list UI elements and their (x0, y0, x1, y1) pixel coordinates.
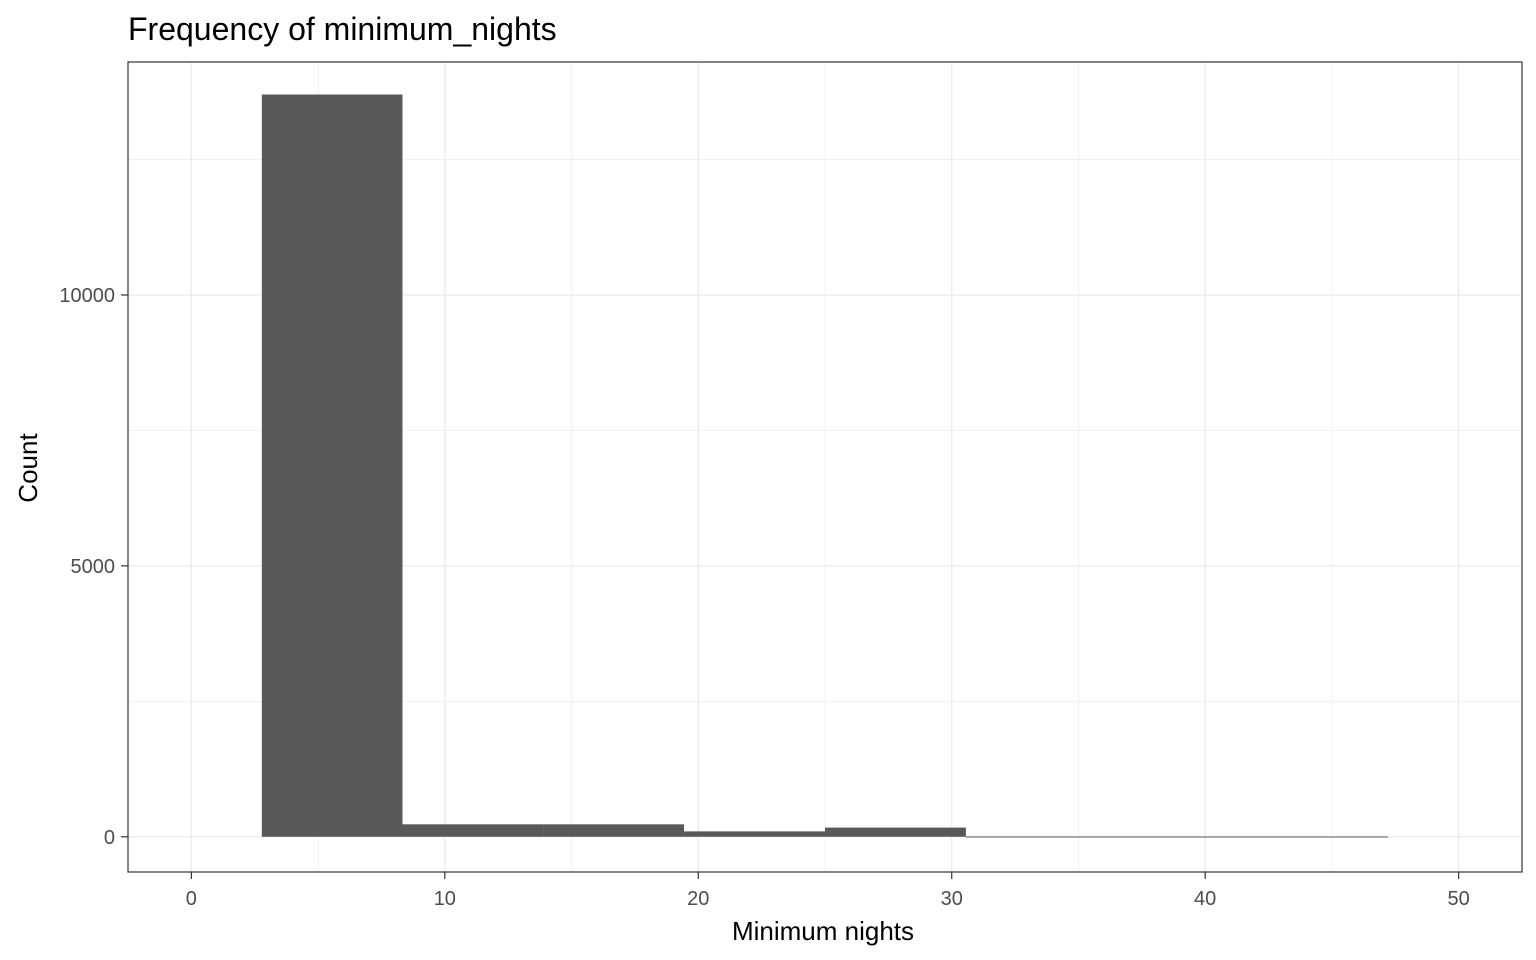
y-tick-label: 5000 (71, 556, 116, 578)
histogram-bar (402, 824, 544, 837)
histogram-bar (543, 824, 685, 837)
x-axis-ticks: 0 10 20 30 40 50 (186, 872, 1470, 910)
x-axis-title: Minimum nights (732, 916, 914, 946)
histogram-bars (261, 94, 1389, 838)
x-tick-label: 50 (1448, 888, 1470, 910)
histogram-bar (1106, 836, 1248, 838)
chart-title: Frequency of minimum_nights (128, 11, 557, 47)
histogram-bar (684, 831, 825, 837)
x-tick-label: 0 (186, 888, 197, 910)
x-tick-label: 40 (1194, 888, 1216, 910)
y-tick-label: 0 (104, 827, 115, 849)
x-tick-label: 20 (687, 888, 709, 910)
histogram-bar (825, 827, 966, 837)
histogram-bar (261, 94, 403, 837)
y-axis-ticks: 0 5000 10000 (59, 285, 128, 849)
x-tick-label: 10 (434, 888, 456, 910)
histogram-bar (965, 836, 1107, 838)
x-tick-label: 30 (941, 888, 963, 910)
y-axis-title: Count (13, 433, 43, 503)
histogram-bar (1247, 836, 1389, 838)
panel-border (127, 61, 1523, 873)
y-tick-label: 10000 (59, 285, 115, 307)
